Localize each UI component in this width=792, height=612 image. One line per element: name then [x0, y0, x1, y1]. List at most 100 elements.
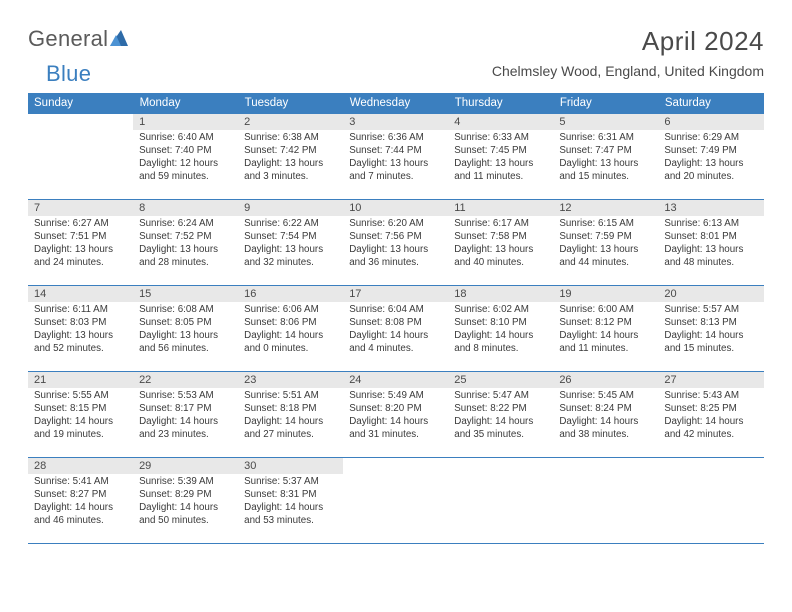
calendar-cell: 23Sunrise: 5:51 AMSunset: 8:18 PMDayligh… [238, 372, 343, 458]
day-header: Saturday [658, 93, 763, 114]
sunset-text: Sunset: 7:51 PM [34, 231, 127, 244]
calendar-cell: 24Sunrise: 5:49 AMSunset: 8:20 PMDayligh… [343, 372, 448, 458]
sunset-text: Sunset: 7:49 PM [664, 145, 757, 158]
sunset-text: Sunset: 7:45 PM [454, 145, 547, 158]
sunrise-text: Sunrise: 6:33 AM [454, 132, 547, 145]
sunrise-text: Sunrise: 5:45 AM [559, 390, 652, 403]
calendar-cell: 1Sunrise: 6:40 AMSunset: 7:40 PMDaylight… [133, 114, 238, 200]
calendar-cell: 9Sunrise: 6:22 AMSunset: 7:54 PMDaylight… [238, 200, 343, 286]
sunset-text: Sunset: 8:03 PM [34, 317, 127, 330]
daylight-text: Daylight: 14 hours and 11 minutes. [559, 330, 652, 356]
sunrise-text: Sunrise: 6:27 AM [34, 218, 127, 231]
daylight-text: Daylight: 13 hours and 3 minutes. [244, 158, 337, 184]
page-title: April 2024 [492, 26, 764, 57]
sunset-text: Sunset: 7:59 PM [559, 231, 652, 244]
sunrise-text: Sunrise: 6:20 AM [349, 218, 442, 231]
daylight-text: Daylight: 14 hours and 42 minutes. [664, 416, 757, 442]
sunrise-text: Sunrise: 6:02 AM [454, 304, 547, 317]
day-number: 6 [658, 114, 763, 130]
sunset-text: Sunset: 8:29 PM [139, 489, 232, 502]
day-body: Sunrise: 5:45 AMSunset: 8:24 PMDaylight:… [553, 388, 658, 446]
sunset-text: Sunset: 8:20 PM [349, 403, 442, 416]
calendar-cell: 4Sunrise: 6:33 AMSunset: 7:45 PMDaylight… [448, 114, 553, 200]
day-number: 11 [448, 200, 553, 216]
day-body: Sunrise: 6:22 AMSunset: 7:54 PMDaylight:… [238, 216, 343, 274]
daylight-text: Daylight: 14 hours and 0 minutes. [244, 330, 337, 356]
sunrise-text: Sunrise: 5:55 AM [34, 390, 127, 403]
day-number: 27 [658, 372, 763, 388]
sunrise-text: Sunrise: 6:22 AM [244, 218, 337, 231]
sunset-text: Sunset: 7:52 PM [139, 231, 232, 244]
day-body: Sunrise: 5:57 AMSunset: 8:13 PMDaylight:… [658, 302, 763, 360]
sunrise-text: Sunrise: 6:13 AM [664, 218, 757, 231]
sunrise-text: Sunrise: 5:43 AM [664, 390, 757, 403]
sunset-text: Sunset: 8:22 PM [454, 403, 547, 416]
day-number: 5 [553, 114, 658, 130]
sunset-text: Sunset: 7:58 PM [454, 231, 547, 244]
daylight-text: Daylight: 13 hours and 36 minutes. [349, 244, 442, 270]
day-body: Sunrise: 5:51 AMSunset: 8:18 PMDaylight:… [238, 388, 343, 446]
day-number: 18 [448, 286, 553, 302]
sunset-text: Sunset: 8:05 PM [139, 317, 232, 330]
day-number: 16 [238, 286, 343, 302]
daylight-text: Daylight: 14 hours and 38 minutes. [559, 416, 652, 442]
sunset-text: Sunset: 8:31 PM [244, 489, 337, 502]
sunrise-text: Sunrise: 5:37 AM [244, 476, 337, 489]
calendar-week-row: 14Sunrise: 6:11 AMSunset: 8:03 PMDayligh… [28, 286, 764, 372]
sunrise-text: Sunrise: 5:53 AM [139, 390, 232, 403]
daylight-text: Daylight: 14 hours and 35 minutes. [454, 416, 547, 442]
daylight-text: Daylight: 14 hours and 53 minutes. [244, 502, 337, 528]
calendar-cell [28, 114, 133, 200]
calendar-cell: 25Sunrise: 5:47 AMSunset: 8:22 PMDayligh… [448, 372, 553, 458]
day-body: Sunrise: 6:06 AMSunset: 8:06 PMDaylight:… [238, 302, 343, 360]
calendar-cell: 13Sunrise: 6:13 AMSunset: 8:01 PMDayligh… [658, 200, 763, 286]
day-number: 13 [658, 200, 763, 216]
day-body: Sunrise: 6:36 AMSunset: 7:44 PMDaylight:… [343, 130, 448, 188]
day-body: Sunrise: 6:13 AMSunset: 8:01 PMDaylight:… [658, 216, 763, 274]
day-body: Sunrise: 6:40 AMSunset: 7:40 PMDaylight:… [133, 130, 238, 188]
day-number: 2 [238, 114, 343, 130]
brand-part1: General [28, 26, 108, 52]
day-header: Sunday [28, 93, 133, 114]
sunrise-text: Sunrise: 6:31 AM [559, 132, 652, 145]
day-body: Sunrise: 5:53 AMSunset: 8:17 PMDaylight:… [133, 388, 238, 446]
sunset-text: Sunset: 8:27 PM [34, 489, 127, 502]
daylight-text: Daylight: 13 hours and 52 minutes. [34, 330, 127, 356]
calendar-cell: 28Sunrise: 5:41 AMSunset: 8:27 PMDayligh… [28, 458, 133, 544]
day-body: Sunrise: 5:37 AMSunset: 8:31 PMDaylight:… [238, 474, 343, 532]
day-number: 7 [28, 200, 133, 216]
day-number: 9 [238, 200, 343, 216]
day-body: Sunrise: 6:20 AMSunset: 7:56 PMDaylight:… [343, 216, 448, 274]
calendar-week-row: 1Sunrise: 6:40 AMSunset: 7:40 PMDaylight… [28, 114, 764, 200]
day-body: Sunrise: 5:43 AMSunset: 8:25 PMDaylight:… [658, 388, 763, 446]
day-number: 22 [133, 372, 238, 388]
daylight-text: Daylight: 14 hours and 27 minutes. [244, 416, 337, 442]
day-body: Sunrise: 6:31 AMSunset: 7:47 PMDaylight:… [553, 130, 658, 188]
day-number: 15 [133, 286, 238, 302]
sunrise-text: Sunrise: 6:06 AM [244, 304, 337, 317]
sunset-text: Sunset: 8:17 PM [139, 403, 232, 416]
sunset-text: Sunset: 8:06 PM [244, 317, 337, 330]
day-body: Sunrise: 6:33 AMSunset: 7:45 PMDaylight:… [448, 130, 553, 188]
calendar-cell [343, 458, 448, 544]
daylight-text: Daylight: 13 hours and 20 minutes. [664, 158, 757, 184]
daylight-text: Daylight: 13 hours and 24 minutes. [34, 244, 127, 270]
day-number: 20 [658, 286, 763, 302]
calendar-cell [448, 458, 553, 544]
day-header: Friday [553, 93, 658, 114]
sunrise-text: Sunrise: 6:29 AM [664, 132, 757, 145]
daylight-text: Daylight: 13 hours and 15 minutes. [559, 158, 652, 184]
sunset-text: Sunset: 8:18 PM [244, 403, 337, 416]
day-number: 23 [238, 372, 343, 388]
daylight-text: Daylight: 12 hours and 59 minutes. [139, 158, 232, 184]
sunset-text: Sunset: 7:56 PM [349, 231, 442, 244]
calendar-cell: 11Sunrise: 6:17 AMSunset: 7:58 PMDayligh… [448, 200, 553, 286]
day-number: 17 [343, 286, 448, 302]
day-number: 8 [133, 200, 238, 216]
sunset-text: Sunset: 7:44 PM [349, 145, 442, 158]
day-number: 29 [133, 458, 238, 474]
calendar-cell: 21Sunrise: 5:55 AMSunset: 8:15 PMDayligh… [28, 372, 133, 458]
day-number: 3 [343, 114, 448, 130]
day-body: Sunrise: 6:11 AMSunset: 8:03 PMDaylight:… [28, 302, 133, 360]
calendar-cell: 12Sunrise: 6:15 AMSunset: 7:59 PMDayligh… [553, 200, 658, 286]
